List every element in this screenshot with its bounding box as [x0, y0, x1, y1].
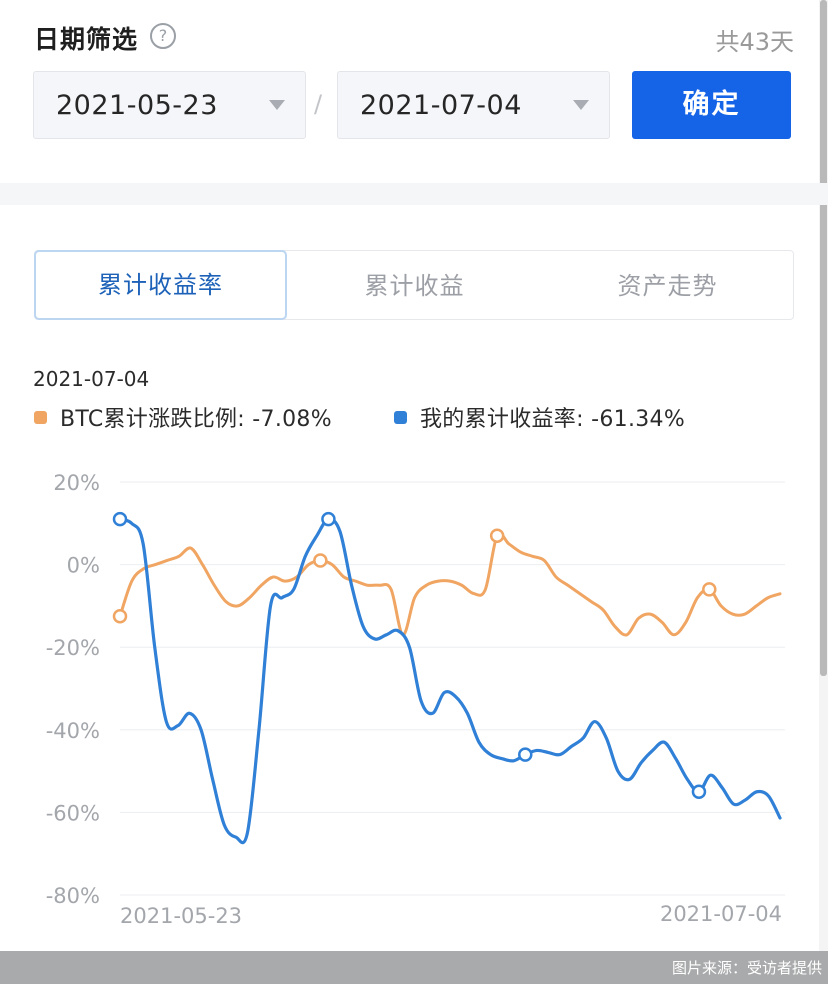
btc-point-marker: [112, 608, 128, 624]
btc-point-marker: [702, 582, 717, 597]
btc-point-marker: [489, 528, 505, 543]
mine-point-marker: [321, 511, 336, 527]
chevron-down-icon: [269, 100, 285, 110]
caption-bar: [0, 951, 828, 984]
scrollbar-thumb[interactable]: [820, 0, 827, 676]
y-tick-label: 0%: [67, 554, 100, 578]
tab-asset-trend[interactable]: 资产走势: [617, 272, 718, 300]
btc-legend-label: BTC累计涨跌比例: -7.08%: [60, 407, 332, 432]
mine-point-marker: [518, 747, 533, 762]
mine-point-marker: [691, 784, 707, 799]
return-line-chart[interactable]: 20% 0% -20% -40% -60% -80% 2021-05-23 2021-07-0…: [0, 460, 810, 940]
mine-legend-marker: [394, 411, 407, 424]
filter-title: 日期筛选: [34, 25, 139, 54]
start-date-select[interactable]: 2021-05-23: [33, 71, 306, 139]
date-separator: /: [314, 90, 323, 118]
y-tick-label: -80%: [46, 884, 100, 908]
y-tick-label: -60%: [46, 801, 100, 825]
days-count: 共43天: [715, 28, 794, 56]
mine-legend-label: 我的累计收益率: -61.34%: [420, 407, 686, 432]
btc-series-line: [118, 531, 782, 637]
end-date-value: 2021-07-04: [360, 90, 522, 121]
x-tick-label-end: 2021-07-04: [660, 902, 782, 926]
start-date-value: 2021-05-23: [56, 90, 218, 121]
image-source-caption: 图片来源：受访者提供: [671, 959, 822, 977]
y-tick-label: -40%: [46, 719, 100, 743]
question-circle-icon[interactable]: ?: [150, 23, 176, 49]
y-tick-label: 20%: [53, 471, 100, 495]
x-tick-label-start: 2021-05-23: [120, 904, 242, 928]
end-date-select[interactable]: 2021-07-04: [337, 71, 610, 139]
mine-series-line: [118, 517, 782, 845]
btc-point-marker: [313, 553, 328, 568]
y-tick-label: -20%: [46, 636, 100, 660]
mine-point-marker: [112, 511, 128, 527]
tab-cumulative-return-rate[interactable]: 累计收益率: [34, 250, 287, 320]
tab-bar: 累计收益率 累计收益 资产走势: [34, 250, 794, 320]
section-divider: [0, 183, 828, 205]
tab-cumulative-return[interactable]: 累计收益: [364, 272, 465, 300]
chevron-down-icon: [573, 100, 589, 110]
selected-date: 2021-07-04: [33, 367, 150, 391]
confirm-button[interactable]: 确定: [632, 71, 791, 139]
btc-legend-marker: [34, 411, 47, 424]
